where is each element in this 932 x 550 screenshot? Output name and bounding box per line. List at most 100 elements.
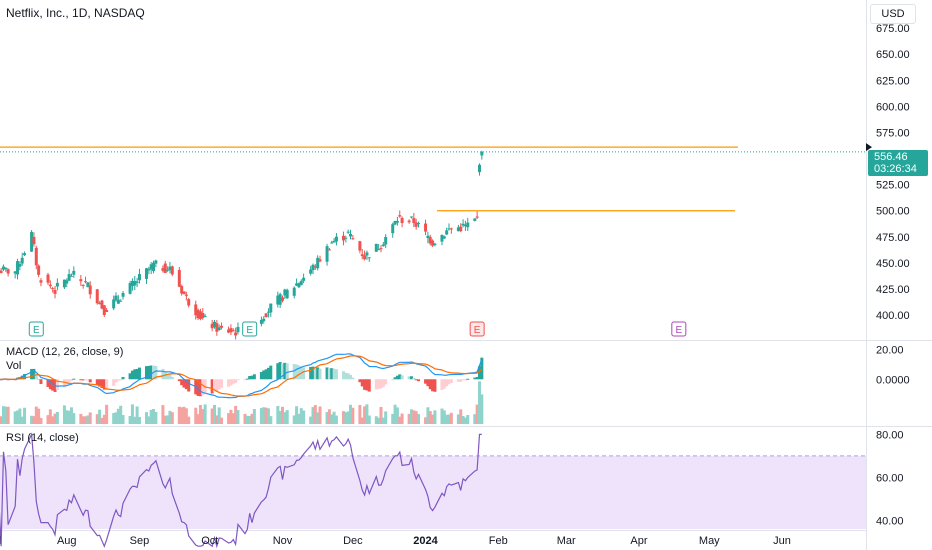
volume-bar [299, 408, 303, 424]
candle-body [84, 281, 88, 283]
candle-body [442, 236, 446, 239]
price-tick-label: 625.00 [876, 75, 910, 87]
volume-bar [20, 416, 24, 424]
volume-bar [447, 414, 451, 424]
volume-bar [196, 414, 200, 424]
volume-bar [69, 407, 73, 424]
candle-body [137, 274, 141, 281]
volume-bar [184, 408, 188, 424]
volume-bar [86, 415, 90, 424]
volume-bar [334, 415, 338, 424]
symbol-title: Netflix, Inc., 1D, NASDAQ [6, 6, 145, 20]
macd-histogram-bar [95, 379, 99, 386]
candle-body [201, 313, 205, 318]
macd-histogram-bar [409, 376, 413, 380]
candle-body [55, 282, 59, 287]
macd-histogram-bar [433, 379, 437, 392]
macd-histogram-bar [393, 377, 397, 380]
volume-bar [229, 409, 233, 424]
time-tick-label: Oct [201, 535, 218, 547]
volume-bar [39, 417, 43, 424]
volume-bar [48, 409, 52, 424]
volume-bar [112, 413, 116, 424]
candle-body [194, 304, 198, 316]
volume-bar [297, 413, 301, 424]
candle-body [360, 254, 364, 257]
macd-histogram-bar [168, 374, 172, 380]
candle-body [346, 231, 350, 233]
candle-body [130, 280, 134, 286]
volume-bar [346, 411, 350, 424]
volume-bar [13, 411, 17, 424]
volume-bar [344, 412, 348, 424]
volume-bar [269, 416, 273, 424]
candle-body [302, 277, 306, 281]
candle-body [163, 263, 167, 273]
candle-body [334, 236, 338, 242]
time-tick-label: Aug [57, 535, 77, 547]
candle-body [341, 235, 345, 241]
volume-bar [264, 407, 268, 424]
candle-body [363, 255, 367, 260]
candle-body [297, 283, 301, 288]
price-tick-label: 525.00 [876, 180, 910, 192]
volume-bar [98, 409, 102, 424]
last-price-tag: 556.46 03:26:34 [868, 150, 928, 176]
candle-body [409, 216, 413, 218]
candle-body [30, 231, 34, 252]
candle-body [398, 215, 402, 217]
macd-histogram-bar [456, 379, 460, 382]
macd-histogram-bar [248, 376, 252, 380]
volume-bar [259, 408, 263, 424]
macd-histogram-bar [358, 379, 362, 383]
candle-body [445, 230, 449, 235]
volume-bar [295, 406, 299, 424]
macd-tick-label: 20.00 [876, 344, 904, 356]
volume-bar [116, 408, 120, 424]
candle-body [32, 236, 36, 245]
rsi-tick-label: 40.00 [876, 515, 904, 527]
macd-histogram-bar [377, 379, 381, 389]
volume-bar [231, 413, 235, 424]
earnings-marker [671, 321, 687, 337]
candle-body [114, 295, 118, 301]
candle-body [196, 309, 200, 319]
candle-body [349, 233, 353, 237]
volume-bar [283, 412, 287, 424]
macd-histogram-bar [187, 379, 191, 392]
candle-body [456, 227, 460, 232]
macd-histogram-bar [407, 376, 411, 380]
candle-body [16, 261, 20, 275]
volume-bar [81, 416, 85, 424]
macd-histogram-bar [34, 373, 38, 380]
indicator-lines-layer [0, 353, 483, 549]
volume-bar [351, 407, 355, 424]
macd-histogram-bar [198, 379, 202, 397]
macd-histogram-bar [201, 379, 205, 396]
volume-bar [72, 413, 76, 424]
candle-body [161, 268, 165, 271]
macd-histogram-bar [46, 379, 50, 387]
candle-body [367, 257, 371, 259]
candles-layer [0, 150, 484, 340]
volume-bar [154, 411, 158, 424]
volume-bar [65, 410, 69, 424]
volume-bar [285, 410, 289, 424]
volume-bar [0, 416, 3, 424]
candle-body [292, 287, 296, 296]
volume-bar [374, 416, 378, 424]
volume-bar [245, 415, 249, 424]
price-tick-label: 575.00 [876, 127, 910, 139]
macd-histogram-bar [447, 379, 451, 385]
macd-histogram-bar [475, 376, 479, 380]
volume-bar [449, 412, 453, 424]
macd-histogram-bar [363, 379, 367, 390]
earnings-marker-label: E [33, 325, 40, 336]
currency-button[interactable]: USD [870, 4, 916, 24]
volume-bar [53, 413, 57, 424]
candle-body [477, 164, 481, 173]
time-tick-label: Jun [773, 535, 791, 547]
volume-bar [316, 412, 320, 424]
candle-body [475, 216, 479, 218]
time-tick-label: Nov [273, 535, 293, 547]
